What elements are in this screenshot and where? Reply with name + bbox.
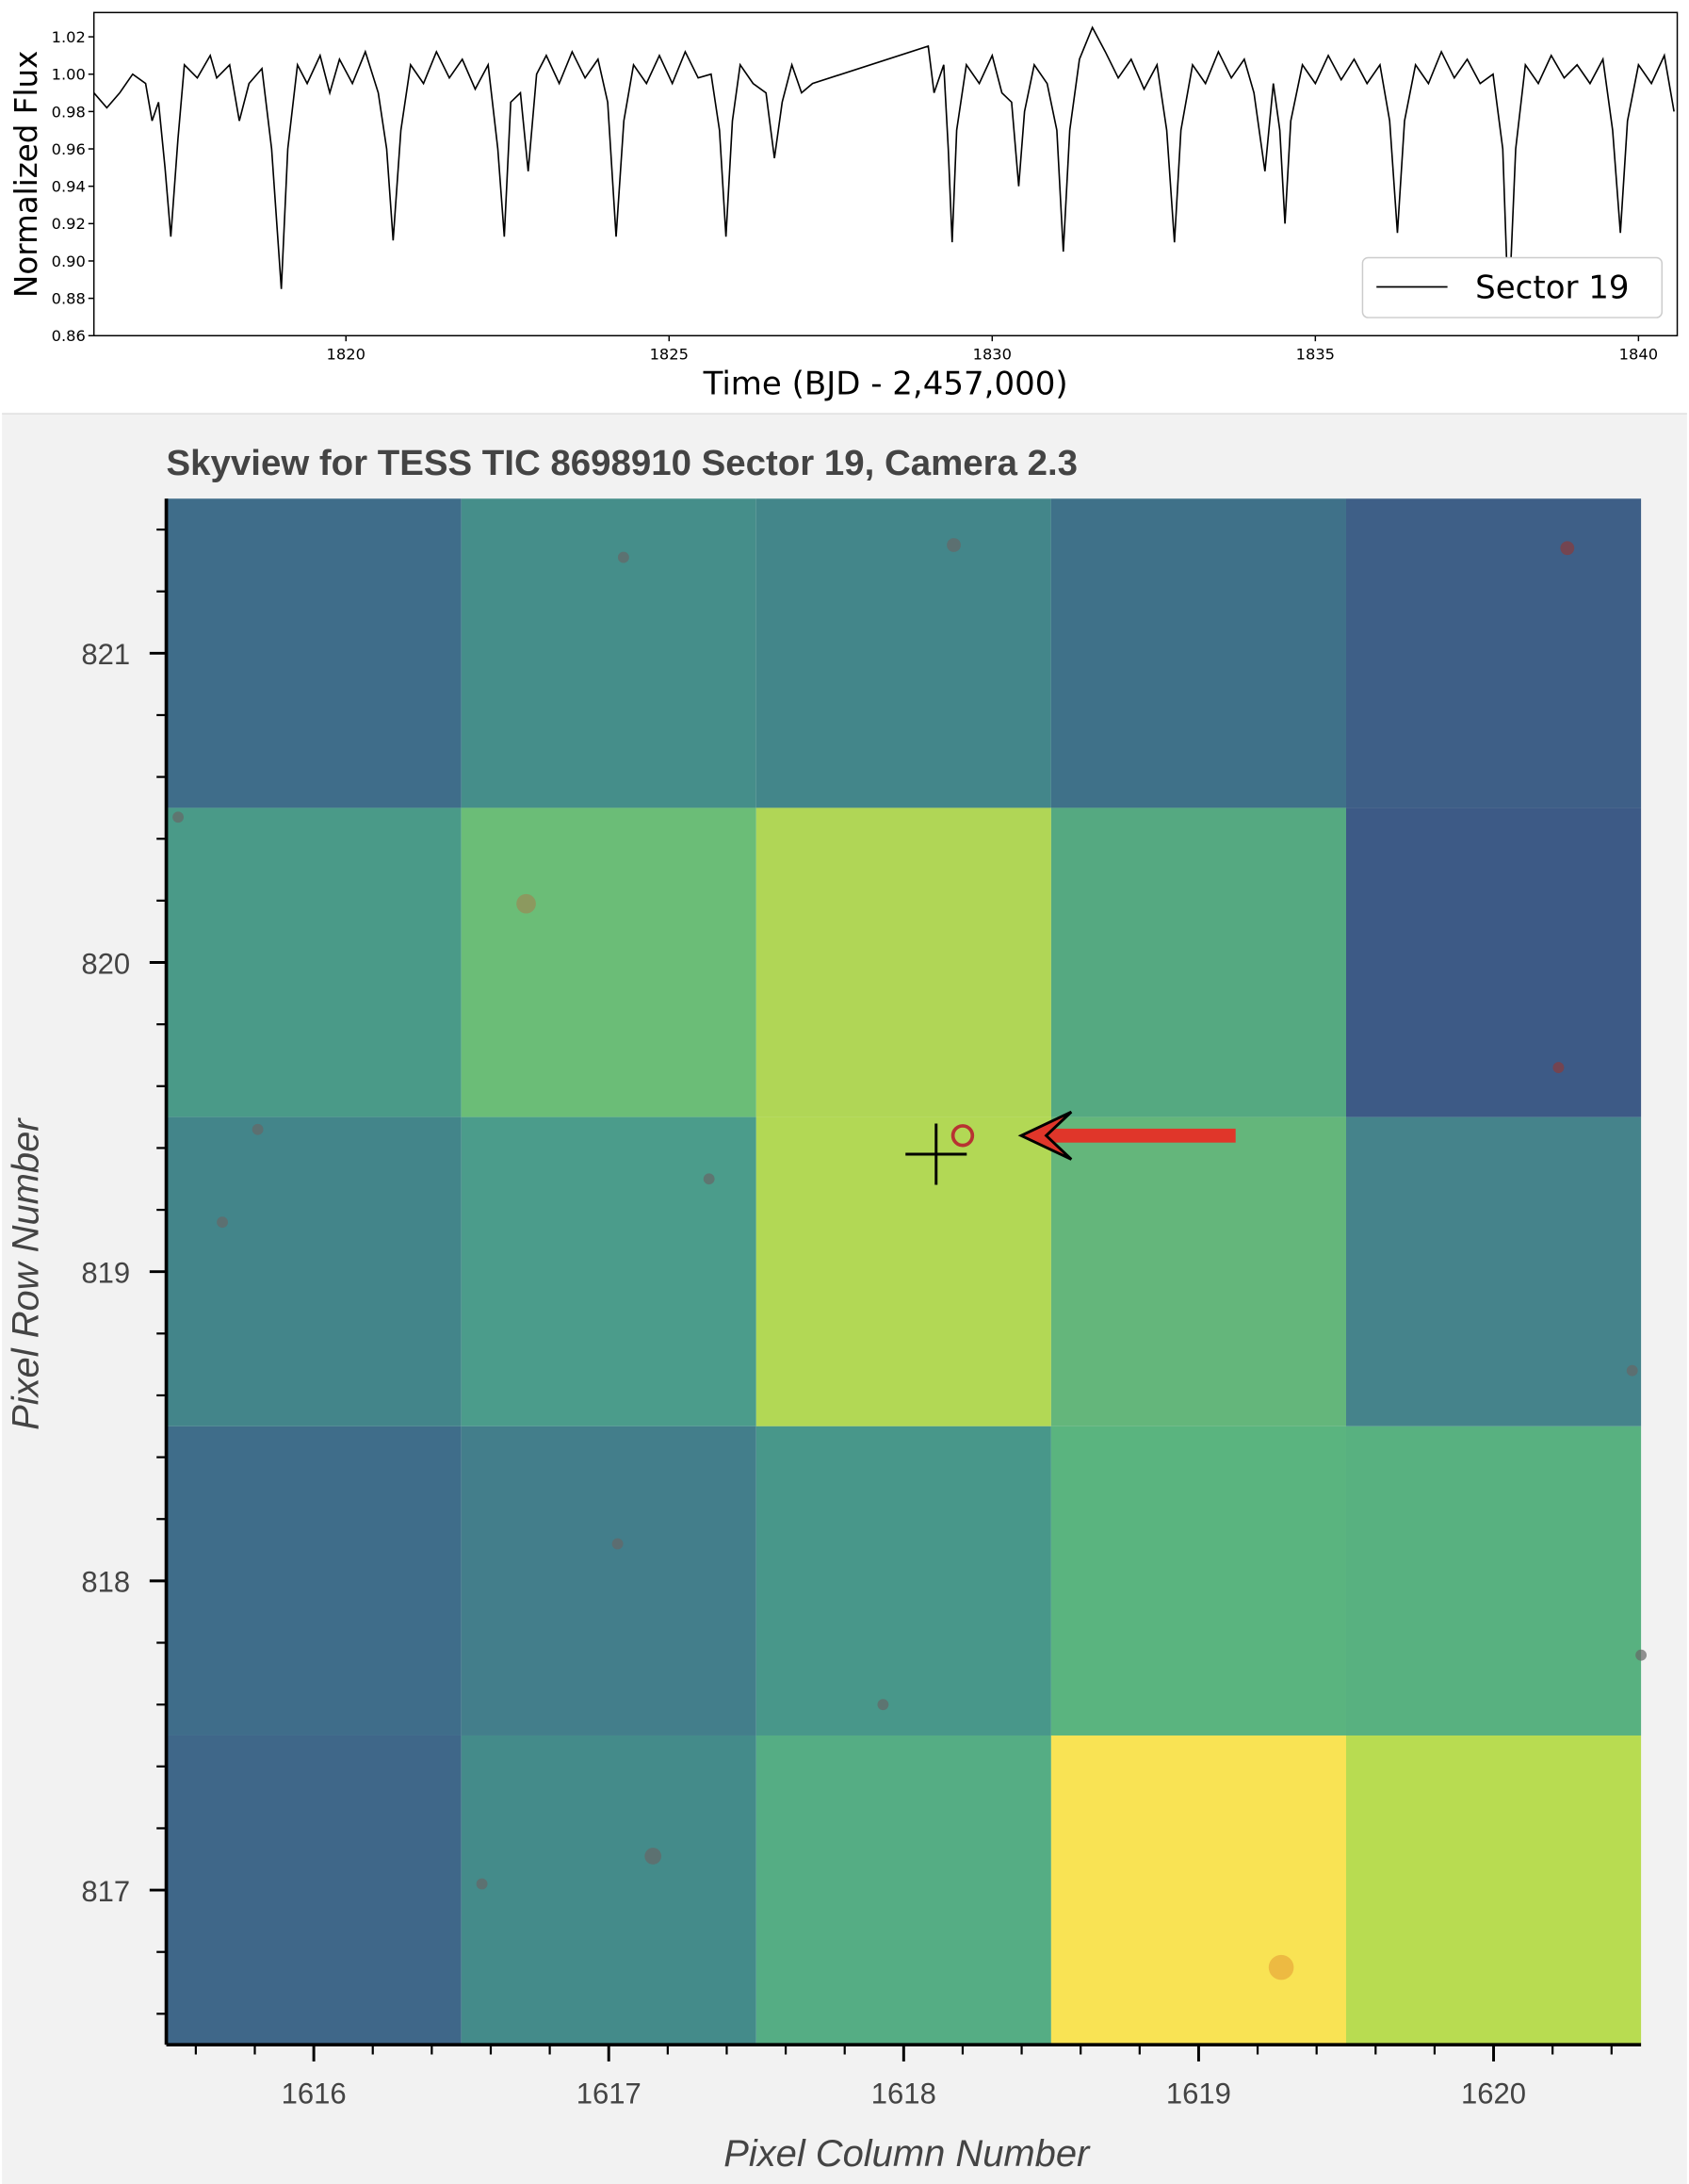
star <box>1626 1364 1638 1377</box>
y-tick-label: 0.98 <box>52 103 86 121</box>
star <box>476 1878 488 1890</box>
target-marker <box>950 1124 975 1148</box>
y-tick-label: 1.02 <box>52 28 86 46</box>
y-axis-label: Normalized Flux <box>8 51 44 298</box>
star <box>1560 541 1575 556</box>
pixel-cell <box>755 807 1051 1117</box>
x-axis-label: Pixel Column Number <box>723 2133 1091 2175</box>
x-tick-label: 1617 <box>577 2077 641 2110</box>
star <box>1552 1062 1565 1074</box>
star <box>644 1848 662 1865</box>
pixel-cell <box>461 498 756 808</box>
star <box>1635 1649 1648 1661</box>
chart-title: Skyview for TESS TIC 8698910 Sector 19, … <box>167 443 1078 483</box>
y-tick-label: 817 <box>81 1875 130 1908</box>
pixel-cell <box>461 807 756 1117</box>
y-tick-label: 0.94 <box>52 178 86 196</box>
x-tick-label: 1820 <box>327 345 365 363</box>
x-axis-label: Time (BJD - 2,457,000) <box>703 365 1068 402</box>
star <box>217 1216 228 1229</box>
x-tick-label: 1825 <box>650 345 689 363</box>
top-panel <box>2 0 1687 415</box>
pixel-cell <box>166 1735 462 2045</box>
y-tick-label: 819 <box>81 1257 130 1290</box>
x-tick-label: 1618 <box>871 2077 936 2110</box>
pixel-cell <box>166 807 462 1117</box>
star <box>877 1699 889 1711</box>
x-tick-label: 1840 <box>1619 345 1658 363</box>
pixel-cell <box>166 498 462 808</box>
y-tick-label: 0.90 <box>52 253 86 270</box>
star <box>252 1123 264 1135</box>
pixel-cell <box>755 1426 1051 1736</box>
star <box>703 1173 715 1185</box>
pixel-cell <box>166 1116 462 1426</box>
pixel-cell <box>1345 1735 1642 2045</box>
y-tick-label: 0.86 <box>52 327 86 345</box>
y-tick-label: 820 <box>81 947 130 980</box>
pixel-cell <box>1345 1426 1642 1736</box>
x-tick-label: 1835 <box>1296 345 1335 363</box>
pixel-cell <box>461 1426 756 1736</box>
pixel-cell <box>1050 807 1346 1117</box>
pixel-cell <box>1345 807 1642 1117</box>
flux-line <box>93 25 1675 318</box>
lightcurve: 0.86 0.88 0.90 0.92 0.94 0.96 0.98 1.00 1.02 1820… <box>8 11 1679 402</box>
star <box>1268 1954 1294 1980</box>
star <box>947 538 961 552</box>
x-tick-label: 1830 <box>973 345 1012 363</box>
legend-box <box>1361 256 1664 318</box>
pixel-cell <box>1050 1735 1346 2045</box>
y-axis-label: Pixel Row Number <box>6 1117 47 1430</box>
y-tick-label: 821 <box>81 638 130 671</box>
pixel-cell <box>755 1735 1051 2045</box>
y-tick-label: 0.96 <box>52 140 86 158</box>
pixel-cell <box>1345 498 1642 808</box>
pixel-cell <box>1050 1116 1346 1426</box>
y-tick-label: 818 <box>81 1566 130 1599</box>
x-tick-label: 1616 <box>282 2077 347 2110</box>
y-tick-label: 0.92 <box>52 215 86 233</box>
skyview: Skyview for TESS TIC 8698910 Sector 19, … <box>6 443 1648 2175</box>
arrow-head <box>1017 1110 1073 1161</box>
star <box>516 893 536 914</box>
plot-frame <box>92 11 1679 337</box>
pixel-cell <box>461 1735 756 2045</box>
pixel-cell <box>755 498 1051 808</box>
pixel-cell <box>1345 1116 1642 1426</box>
pixel-cell <box>755 1116 1051 1426</box>
pixel-cell <box>1050 1426 1346 1736</box>
x-tick-label: 1619 <box>1166 2077 1231 2110</box>
pixel-cell <box>166 1426 462 1736</box>
legend-label: Sector 19 <box>1475 269 1629 306</box>
star <box>611 1538 624 1550</box>
y-tick-label: 0.88 <box>52 290 86 308</box>
y-tick-label: 1.00 <box>52 66 86 84</box>
x-tick-label: 1620 <box>1461 2077 1526 2110</box>
star <box>617 551 629 563</box>
arrow-shaft <box>1040 1128 1236 1143</box>
pixel-cell <box>1050 498 1346 808</box>
pixel-cell <box>461 1116 756 1426</box>
star <box>172 811 184 823</box>
